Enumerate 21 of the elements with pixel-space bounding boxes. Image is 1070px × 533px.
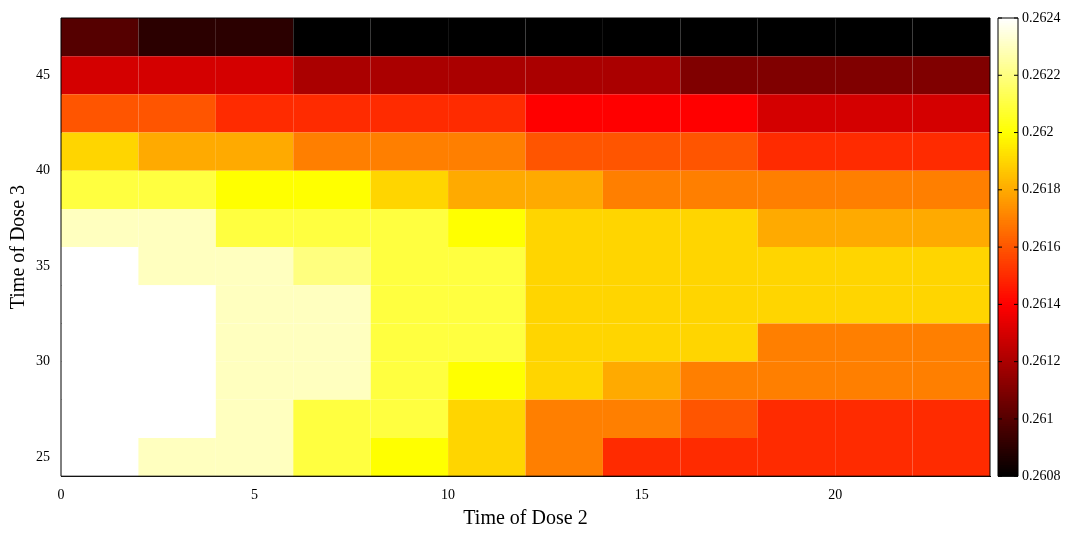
- color-bar-label: 0.262: [1022, 124, 1054, 140]
- color-bar-label: 0.2614: [1022, 296, 1061, 312]
- color-bar-label: 0.2608: [1022, 467, 1061, 483]
- y-tick-label: 40: [36, 162, 50, 178]
- x-axis-title: Time of Dose 2: [463, 506, 588, 529]
- color-bar-label: 0.2622: [1022, 66, 1061, 82]
- y-tick-label: 45: [36, 66, 50, 82]
- x-tick-label: 15: [634, 487, 649, 503]
- color-bar-label: 0.2616: [1022, 238, 1061, 254]
- x-tick-label: 20: [828, 487, 843, 503]
- y-axis-title: Time of Dose 3: [6, 184, 29, 310]
- y-tick-label: 35: [36, 257, 50, 273]
- x-tick-label: 5: [251, 487, 259, 503]
- color-bar-label: 0.2612: [1022, 353, 1061, 369]
- color-bar-label: 0.2624: [1022, 9, 1061, 25]
- y-tick-label: 25: [36, 448, 50, 464]
- color-bar-label: 0.2618: [1022, 181, 1061, 197]
- y-tick-label: 30: [36, 353, 50, 369]
- x-tick-label: 0: [57, 487, 65, 503]
- x-tick-label: 10: [441, 487, 456, 503]
- color-bar-label: 0.261: [1022, 410, 1054, 426]
